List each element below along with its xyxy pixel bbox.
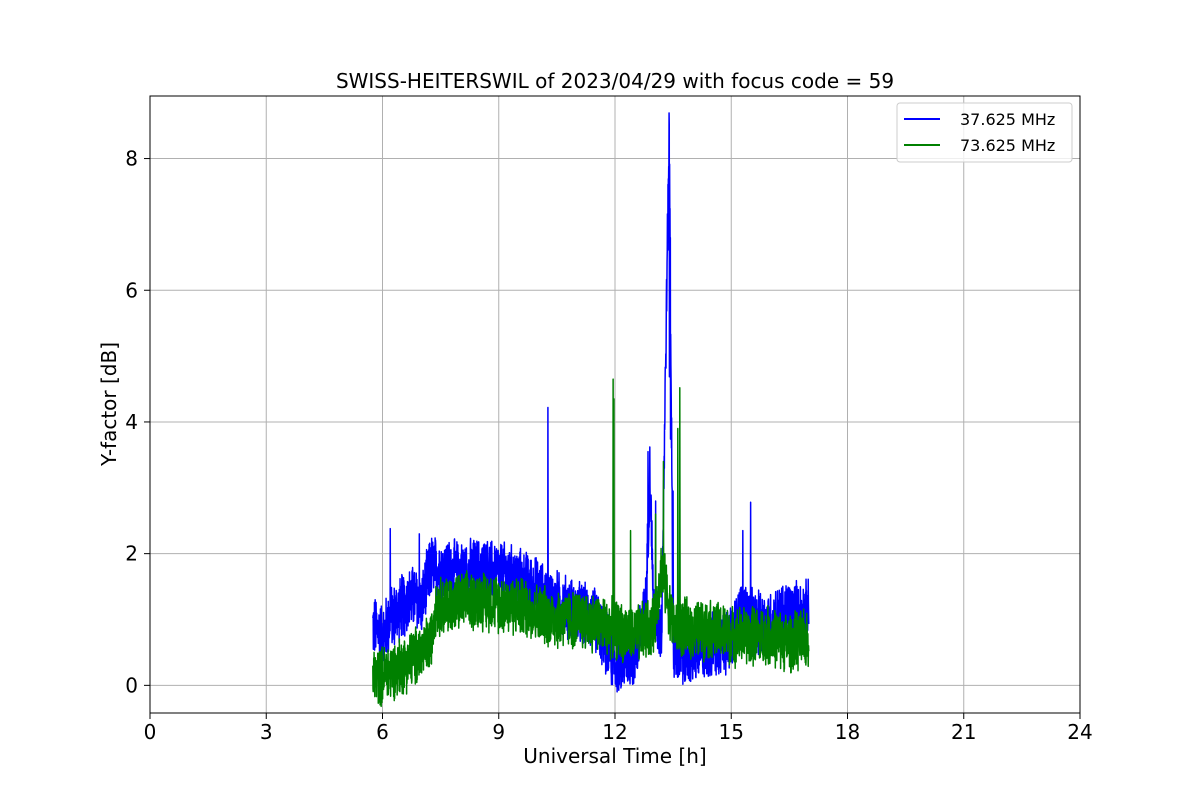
x-tick-label: 15 xyxy=(719,720,744,744)
y-tick-label: 0 xyxy=(125,673,138,697)
x-tick-label: 18 xyxy=(835,720,860,744)
series-layer xyxy=(372,112,810,708)
y-axis-label: Y-factor [dB] xyxy=(97,342,121,467)
y-tick-label: 4 xyxy=(125,410,138,434)
legend-box xyxy=(896,102,1073,163)
y-tick-label: 6 xyxy=(125,278,138,302)
legend-label-0: 37.625 MHz xyxy=(960,110,1055,129)
x-tick-label: 9 xyxy=(492,720,505,744)
legend: 37.625 MHz 73.625 MHz xyxy=(896,102,1073,163)
x-tick-label: 6 xyxy=(376,720,389,744)
series-line-0 xyxy=(372,112,810,693)
series-line-1 xyxy=(372,378,810,708)
legend-label-1: 73.625 MHz xyxy=(960,136,1055,155)
x-axis: 0 3 6 9 12 15 18 21 24 xyxy=(144,713,1093,744)
x-tick-label: 12 xyxy=(602,720,627,744)
x-tick-label: 0 xyxy=(144,720,157,744)
x-axis-label: Universal Time [h] xyxy=(523,744,706,768)
x-tick-label: 3 xyxy=(260,720,273,744)
y-axis: 0 2 4 6 8 xyxy=(125,147,150,697)
x-tick-label: 21 xyxy=(951,720,976,744)
chart-title: SWISS-HEITERSWIL of 2023/04/29 with focu… xyxy=(336,69,894,93)
y-tick-label: 2 xyxy=(125,542,138,566)
y-tick-label: 8 xyxy=(125,147,138,171)
x-tick-label: 24 xyxy=(1067,720,1092,744)
